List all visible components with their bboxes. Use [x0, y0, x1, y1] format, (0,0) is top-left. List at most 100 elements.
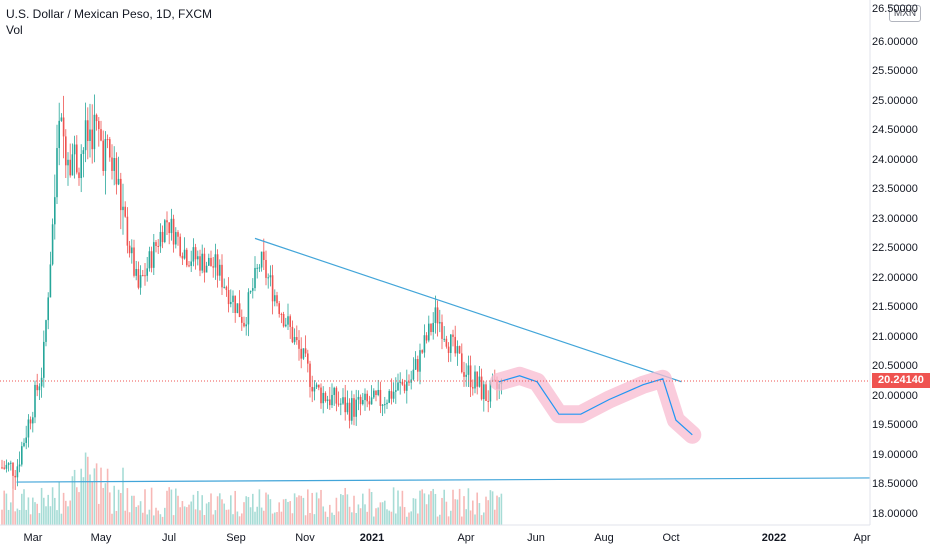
candle-body[interactable]: [265, 259, 267, 278]
candle-body[interactable]: [304, 348, 307, 354]
candle-body[interactable]: [179, 236, 181, 256]
candle-body[interactable]: [278, 303, 280, 314]
candle-body[interactable]: [54, 197, 56, 225]
candle-body[interactable]: [373, 390, 375, 398]
candle-body[interactable]: [78, 172, 80, 179]
candle-body[interactable]: [148, 251, 151, 269]
candle-body[interactable]: [417, 359, 419, 372]
candlesticks[interactable]: [1, 94, 503, 490]
candle-body[interactable]: [73, 144, 76, 155]
candle-body[interactable]: [157, 245, 159, 247]
candle-body[interactable]: [326, 399, 329, 402]
candle-body[interactable]: [38, 386, 41, 391]
candle-body[interactable]: [93, 114, 96, 150]
candle-body[interactable]: [375, 390, 377, 395]
candle-body[interactable]: [474, 371, 476, 389]
candle-body[interactable]: [419, 350, 421, 372]
candle-body[interactable]: [210, 257, 212, 267]
candle-body[interactable]: [194, 247, 197, 260]
candle-body[interactable]: [161, 231, 164, 243]
candle-body[interactable]: [56, 148, 58, 198]
candle-body[interactable]: [109, 139, 111, 158]
currency-badge[interactable]: MXN: [889, 5, 921, 22]
candle-body[interactable]: [428, 323, 430, 341]
candle-body[interactable]: [450, 334, 452, 353]
candle-body[interactable]: [388, 391, 390, 403]
candle-body[interactable]: [483, 384, 485, 400]
candle-body[interactable]: [144, 275, 146, 277]
candle-body[interactable]: [60, 117, 63, 121]
candle-body[interactable]: [447, 346, 450, 353]
candle-body[interactable]: [445, 338, 448, 347]
candle-body[interactable]: [399, 381, 401, 383]
candle-body[interactable]: [368, 401, 371, 405]
drawings[interactable]: [16, 237, 871, 483]
candle-body[interactable]: [245, 324, 247, 327]
candle-body[interactable]: [348, 402, 351, 421]
candle-body[interactable]: [186, 249, 188, 266]
candle-body[interactable]: [14, 475, 16, 478]
candle-body[interactable]: [392, 391, 395, 399]
candle-body[interactable]: [430, 323, 432, 333]
candle-body[interactable]: [359, 396, 362, 405]
candle-body[interactable]: [489, 381, 492, 402]
candle-body[interactable]: [333, 387, 335, 395]
candle-body[interactable]: [307, 353, 309, 364]
candle-body[interactable]: [357, 396, 360, 400]
candle-body[interactable]: [355, 399, 357, 417]
candle-body[interactable]: [324, 392, 327, 402]
candle-body[interactable]: [168, 222, 170, 234]
candle-body[interactable]: [159, 231, 162, 247]
candle-body[interactable]: [366, 393, 368, 402]
candle-body[interactable]: [256, 267, 258, 269]
candle-body[interactable]: [131, 247, 133, 254]
candle-body[interactable]: [313, 387, 316, 392]
candle-body[interactable]: [219, 264, 221, 276]
candle-body[interactable]: [27, 419, 30, 438]
candle-body[interactable]: [122, 206, 124, 211]
candle-body[interactable]: [230, 301, 232, 305]
candle-body[interactable]: [247, 292, 250, 325]
candle-body[interactable]: [346, 402, 349, 413]
candle-body[interactable]: [249, 290, 252, 293]
candle-body[interactable]: [232, 295, 234, 302]
candle-body[interactable]: [71, 154, 74, 176]
candle-body[interactable]: [84, 120, 87, 151]
candle-body[interactable]: [263, 251, 265, 260]
candle-body[interactable]: [412, 369, 415, 380]
candle-body[interactable]: [285, 324, 287, 327]
candle-body[interactable]: [49, 264, 52, 298]
candle-body[interactable]: [205, 265, 208, 273]
candle-body[interactable]: [25, 437, 27, 443]
candle-body[interactable]: [40, 377, 43, 387]
candle-body[interactable]: [201, 253, 203, 271]
candle-body[interactable]: [465, 374, 467, 377]
candle-body[interactable]: [91, 129, 93, 150]
candle-body[interactable]: [203, 253, 206, 273]
candle-body[interactable]: [403, 384, 406, 391]
candle-body[interactable]: [58, 120, 60, 149]
candle-body[interactable]: [436, 307, 439, 324]
candle-body[interactable]: [443, 338, 445, 340]
candle-body[interactable]: [296, 337, 298, 341]
candle-body[interactable]: [12, 462, 14, 476]
candle-body[interactable]: [395, 390, 397, 392]
candle-body[interactable]: [16, 466, 19, 478]
candle-body[interactable]: [106, 139, 109, 141]
candle-body[interactable]: [452, 334, 454, 337]
candle-body[interactable]: [243, 322, 245, 327]
candle-body[interactable]: [164, 220, 166, 243]
candle-body[interactable]: [227, 290, 230, 305]
candle-body[interactable]: [408, 381, 410, 383]
candle-body[interactable]: [82, 150, 85, 155]
candle-body[interactable]: [181, 255, 184, 259]
candle-body[interactable]: [98, 121, 100, 130]
candle-body[interactable]: [234, 295, 236, 313]
candle-body[interactable]: [469, 365, 472, 388]
volume-legend[interactable]: Vol: [6, 23, 23, 37]
candle-body[interactable]: [476, 371, 478, 387]
candle-body[interactable]: [120, 178, 122, 211]
candle-body[interactable]: [133, 247, 135, 276]
candle-body[interactable]: [423, 335, 426, 353]
